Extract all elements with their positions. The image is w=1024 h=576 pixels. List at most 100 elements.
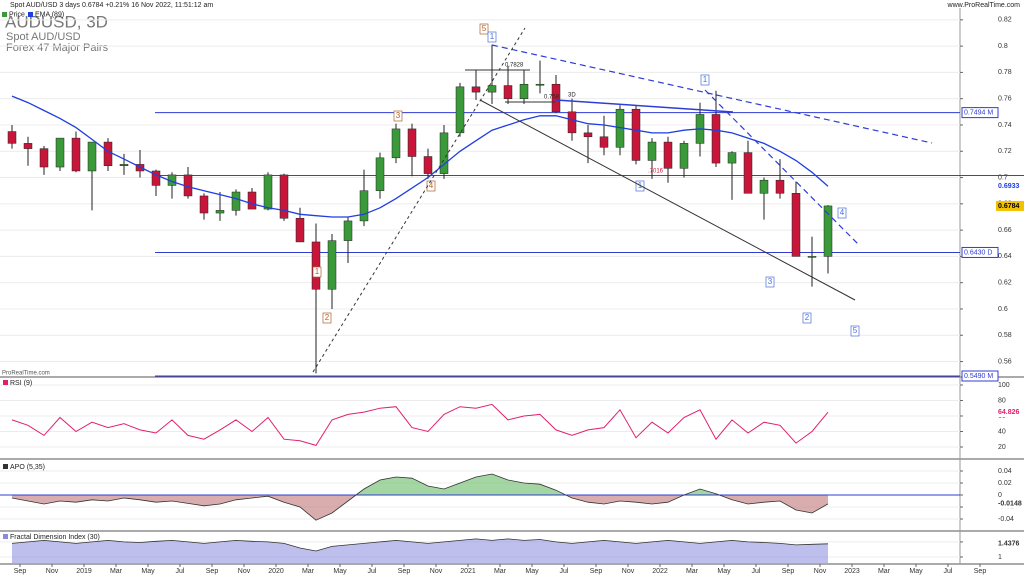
x-tick-label: Sep <box>590 568 603 575</box>
x-tick-label: May <box>525 568 539 575</box>
value-tag <box>996 498 1024 509</box>
legend-label: EMA (89) <box>35 11 64 18</box>
value-tag <box>996 181 1024 192</box>
x-tick-label: Sep <box>974 568 987 575</box>
x-tick-label: 2019 <box>76 568 92 575</box>
candle-body <box>599 136 609 148</box>
candle-body <box>503 85 513 99</box>
candle-body <box>7 131 17 144</box>
y-tick-label: 0.8 <box>998 43 1008 50</box>
price-note: 0.7828 <box>505 63 524 69</box>
pane-title: APO (5,35) <box>10 464 45 471</box>
candle-body <box>759 179 769 194</box>
wave-label: 1 <box>315 267 320 276</box>
legend-label: Price <box>9 11 25 18</box>
legend-swatch <box>2 12 7 17</box>
instrument-group: Forex 47 Major Pairs <box>6 42 109 54</box>
wave-label: 3 <box>768 277 773 286</box>
candle-body <box>375 157 385 191</box>
candle-body <box>119 164 129 166</box>
x-tick-label: Nov <box>238 568 251 575</box>
indicator <box>11 538 829 563</box>
value-tag-label: 64.826 <box>998 409 1020 416</box>
candle-body <box>679 143 689 169</box>
wave-label: 2 <box>805 313 810 322</box>
candle-body <box>215 210 225 214</box>
area-positive <box>355 474 720 496</box>
ema-line <box>11 95 829 218</box>
candle-body <box>423 156 433 174</box>
wave-label-box <box>479 23 489 35</box>
candle-body <box>631 108 641 161</box>
wave-label: 4 <box>429 181 434 190</box>
x-tick-label: Jul <box>944 568 953 575</box>
wave-label-box <box>850 325 860 337</box>
y-tick-label: 0 <box>998 492 1002 499</box>
candle-body <box>247 191 257 210</box>
y-tick-label: 0.56 <box>998 358 1012 365</box>
candle-body <box>823 205 833 257</box>
area <box>12 538 828 563</box>
candle-body <box>663 141 673 169</box>
level-tag <box>961 107 999 119</box>
wave-label-box <box>700 74 710 86</box>
candle-body <box>487 85 497 93</box>
x-tick-label: Jul <box>560 568 569 575</box>
wave-label-box <box>487 31 497 43</box>
wave-label: 4 <box>840 208 845 217</box>
legend-swatch <box>3 464 8 469</box>
candle-body <box>55 137 65 168</box>
candle-body <box>567 111 577 134</box>
wave-label-box <box>765 276 775 288</box>
wave-label: 2 <box>325 313 330 322</box>
legend-swatch <box>3 534 8 539</box>
candle-body <box>791 193 801 257</box>
candle-body <box>199 195 209 214</box>
x-tick-label: Jul <box>752 568 761 575</box>
x-tick-label: Nov <box>430 568 443 575</box>
candle-body <box>535 83 545 86</box>
x-tick-label: Jul <box>368 568 377 575</box>
x-tick-label: Nov <box>814 568 827 575</box>
trendline <box>704 89 859 245</box>
wave-label: 5 <box>482 24 487 33</box>
legend-swatch <box>28 12 33 17</box>
wave-label: 3 <box>396 111 401 120</box>
candle-body <box>359 190 369 222</box>
level-tag <box>961 370 999 382</box>
trendline <box>491 44 933 144</box>
x-tick-label: Mar <box>878 568 891 575</box>
value-tag-label: 0.6933 <box>998 183 1020 190</box>
candle-body <box>583 132 593 138</box>
x-tick-label: Sep <box>14 568 27 575</box>
x-tick-label: Mar <box>686 568 699 575</box>
area-negative <box>12 495 828 521</box>
candle-body <box>711 114 721 164</box>
candle-body <box>87 141 97 172</box>
x-tick-label: May <box>909 568 923 575</box>
wave-label-box <box>802 312 812 324</box>
x-tick-label: Mar <box>494 568 507 575</box>
candle-body <box>551 83 561 113</box>
y-tick-label: -0.04 <box>998 516 1014 523</box>
trendline <box>555 99 734 113</box>
x-tick-label: May <box>141 568 155 575</box>
candle-body <box>455 86 465 134</box>
trendline <box>312 27 526 373</box>
y-tick-label: 0.6 <box>998 306 1008 313</box>
value-tag <box>996 200 1024 211</box>
candle-body <box>343 220 353 241</box>
indicator-line <box>11 403 829 446</box>
x-tick-label: 2022 <box>652 568 668 575</box>
indicator-line <box>11 473 829 521</box>
y-tick-label: 0.74 <box>998 122 1012 129</box>
y-tick-label: 20 <box>998 444 1006 451</box>
wave-label-box <box>635 180 645 192</box>
candle-body <box>151 170 161 186</box>
x-tick-label: Sep <box>206 568 219 575</box>
drawings <box>312 27 933 373</box>
candle-body <box>39 148 49 168</box>
x-tick-label: Nov <box>622 568 635 575</box>
watermark: ProRealTime.com <box>2 371 50 377</box>
y-tick-label: 0.76 <box>998 96 1012 103</box>
